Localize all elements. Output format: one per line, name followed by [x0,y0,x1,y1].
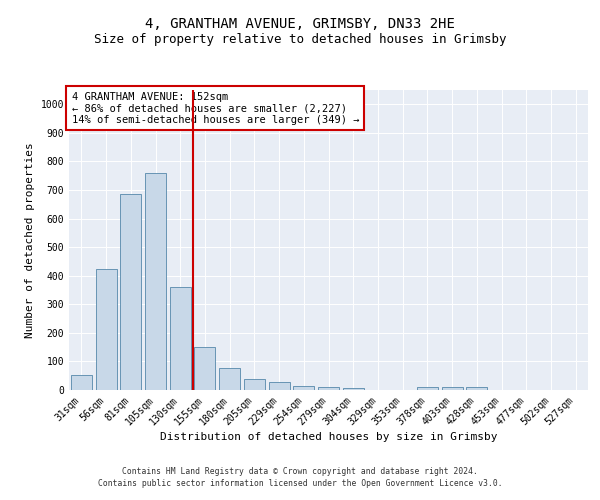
Bar [145,173,166,390]
Bar [120,194,141,390]
Bar [343,388,364,390]
Bar [442,387,463,390]
X-axis label: Distribution of detached houses by size in Grimsby: Distribution of detached houses by size … [160,432,497,442]
Bar [417,387,438,390]
Text: Size of property relative to detached houses in Grimsby: Size of property relative to detached ho… [94,32,506,46]
Bar [71,375,92,390]
Bar [170,287,191,390]
Bar [293,386,314,390]
Text: 4, GRANTHAM AVENUE, GRIMSBY, DN33 2HE: 4, GRANTHAM AVENUE, GRIMSBY, DN33 2HE [145,18,455,32]
Bar [194,346,215,390]
Bar [219,368,240,390]
Y-axis label: Number of detached properties: Number of detached properties [25,142,35,338]
Bar [269,382,290,390]
Bar [318,387,339,390]
Bar [244,378,265,390]
Bar [466,387,487,390]
Text: Contains HM Land Registry data © Crown copyright and database right 2024.
Contai: Contains HM Land Registry data © Crown c… [98,466,502,487]
Text: 4 GRANTHAM AVENUE: 152sqm
← 86% of detached houses are smaller (2,227)
14% of se: 4 GRANTHAM AVENUE: 152sqm ← 86% of detac… [71,92,359,124]
Bar [95,268,116,390]
